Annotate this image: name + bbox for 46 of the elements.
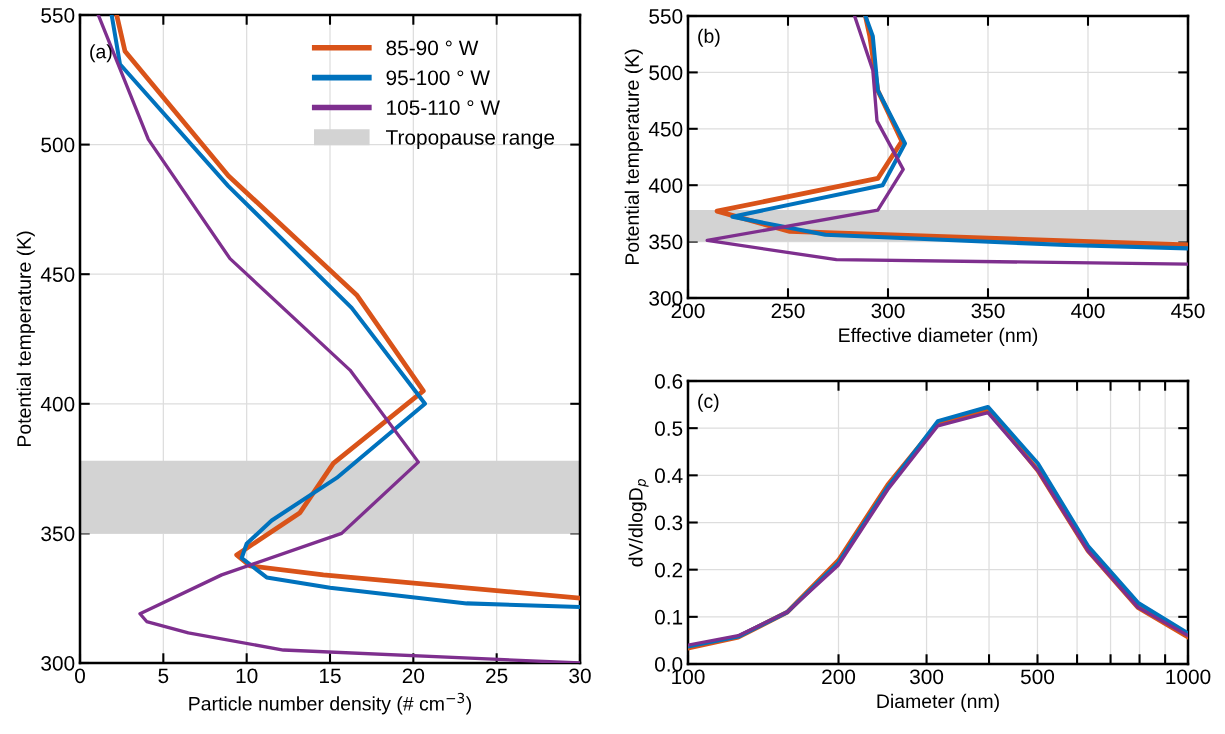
legend-label: 95-100 ° W (386, 70, 490, 86)
y-axis-title: Potential temperature (K) (16, 231, 35, 447)
x-tick-label: 300 (909, 669, 944, 685)
y-tick-label: 0.6 (654, 374, 683, 389)
x-tick-label: 400 (1071, 303, 1105, 319)
y-tick-label: 0.2 (654, 562, 683, 578)
y-tick-label: 350 (41, 526, 75, 542)
legend-label: Tropopause range (386, 130, 555, 149)
y-tick-label: 550 (649, 9, 683, 24)
x-tick-label: 350 (971, 303, 1005, 319)
x-tick-label: 20 (402, 668, 425, 684)
x-tick-label: 200 (822, 669, 856, 685)
x-tick-label: 25 (486, 668, 508, 684)
annotation: (b) (698, 28, 720, 47)
x-tick-label: 0 (75, 668, 85, 684)
y-tick-label: 450 (40, 267, 75, 282)
y-tick-label: 500 (41, 137, 75, 153)
x-tick-label: 15 (320, 668, 341, 684)
x-tick-label: 5 (158, 668, 169, 684)
y-tick-label: 300 (41, 656, 75, 671)
y-tick-label: 350 (649, 234, 683, 250)
x-tick-label: 450 (1171, 303, 1205, 319)
y-axis-title: Potential temperature (K) (624, 49, 643, 265)
y-tick-label: 550 (41, 8, 75, 23)
y-axis-title: dV/dlogD$_{p}$ (628, 479, 649, 567)
x-axis-title: Diameter (nm) (877, 693, 999, 712)
x-axis-title: Particle number density (# cm$^{−3}$) (189, 692, 472, 715)
annotation: (a) (90, 44, 112, 63)
x-tick-label: 300 (871, 303, 905, 319)
annotation: (c) (698, 393, 719, 412)
y-tick-label: 400 (648, 178, 683, 193)
y-tick-label: 400 (40, 396, 75, 412)
x-axis-title: Effective diameter (nm) (839, 327, 1038, 346)
y-tick-label: 450 (648, 121, 683, 137)
x-tick-label: 250 (771, 303, 805, 319)
x-tick-label: 10 (236, 668, 258, 684)
y-tick-label: 0.5 (654, 421, 683, 436)
legend-label: 105-110 ° W (387, 100, 500, 115)
x-tick-label: 500 (1020, 669, 1055, 685)
y-tick-label: 500 (649, 65, 683, 81)
x-tick-label: 1000 (1166, 669, 1211, 685)
y-tick-label: 0.3 (654, 515, 683, 531)
y-tick-label: 0.4 (654, 468, 683, 484)
x-tick-label: 30 (569, 668, 591, 684)
legend-label: 85-90 ° W (386, 40, 479, 56)
y-tick-label: 0.1 (654, 609, 683, 625)
